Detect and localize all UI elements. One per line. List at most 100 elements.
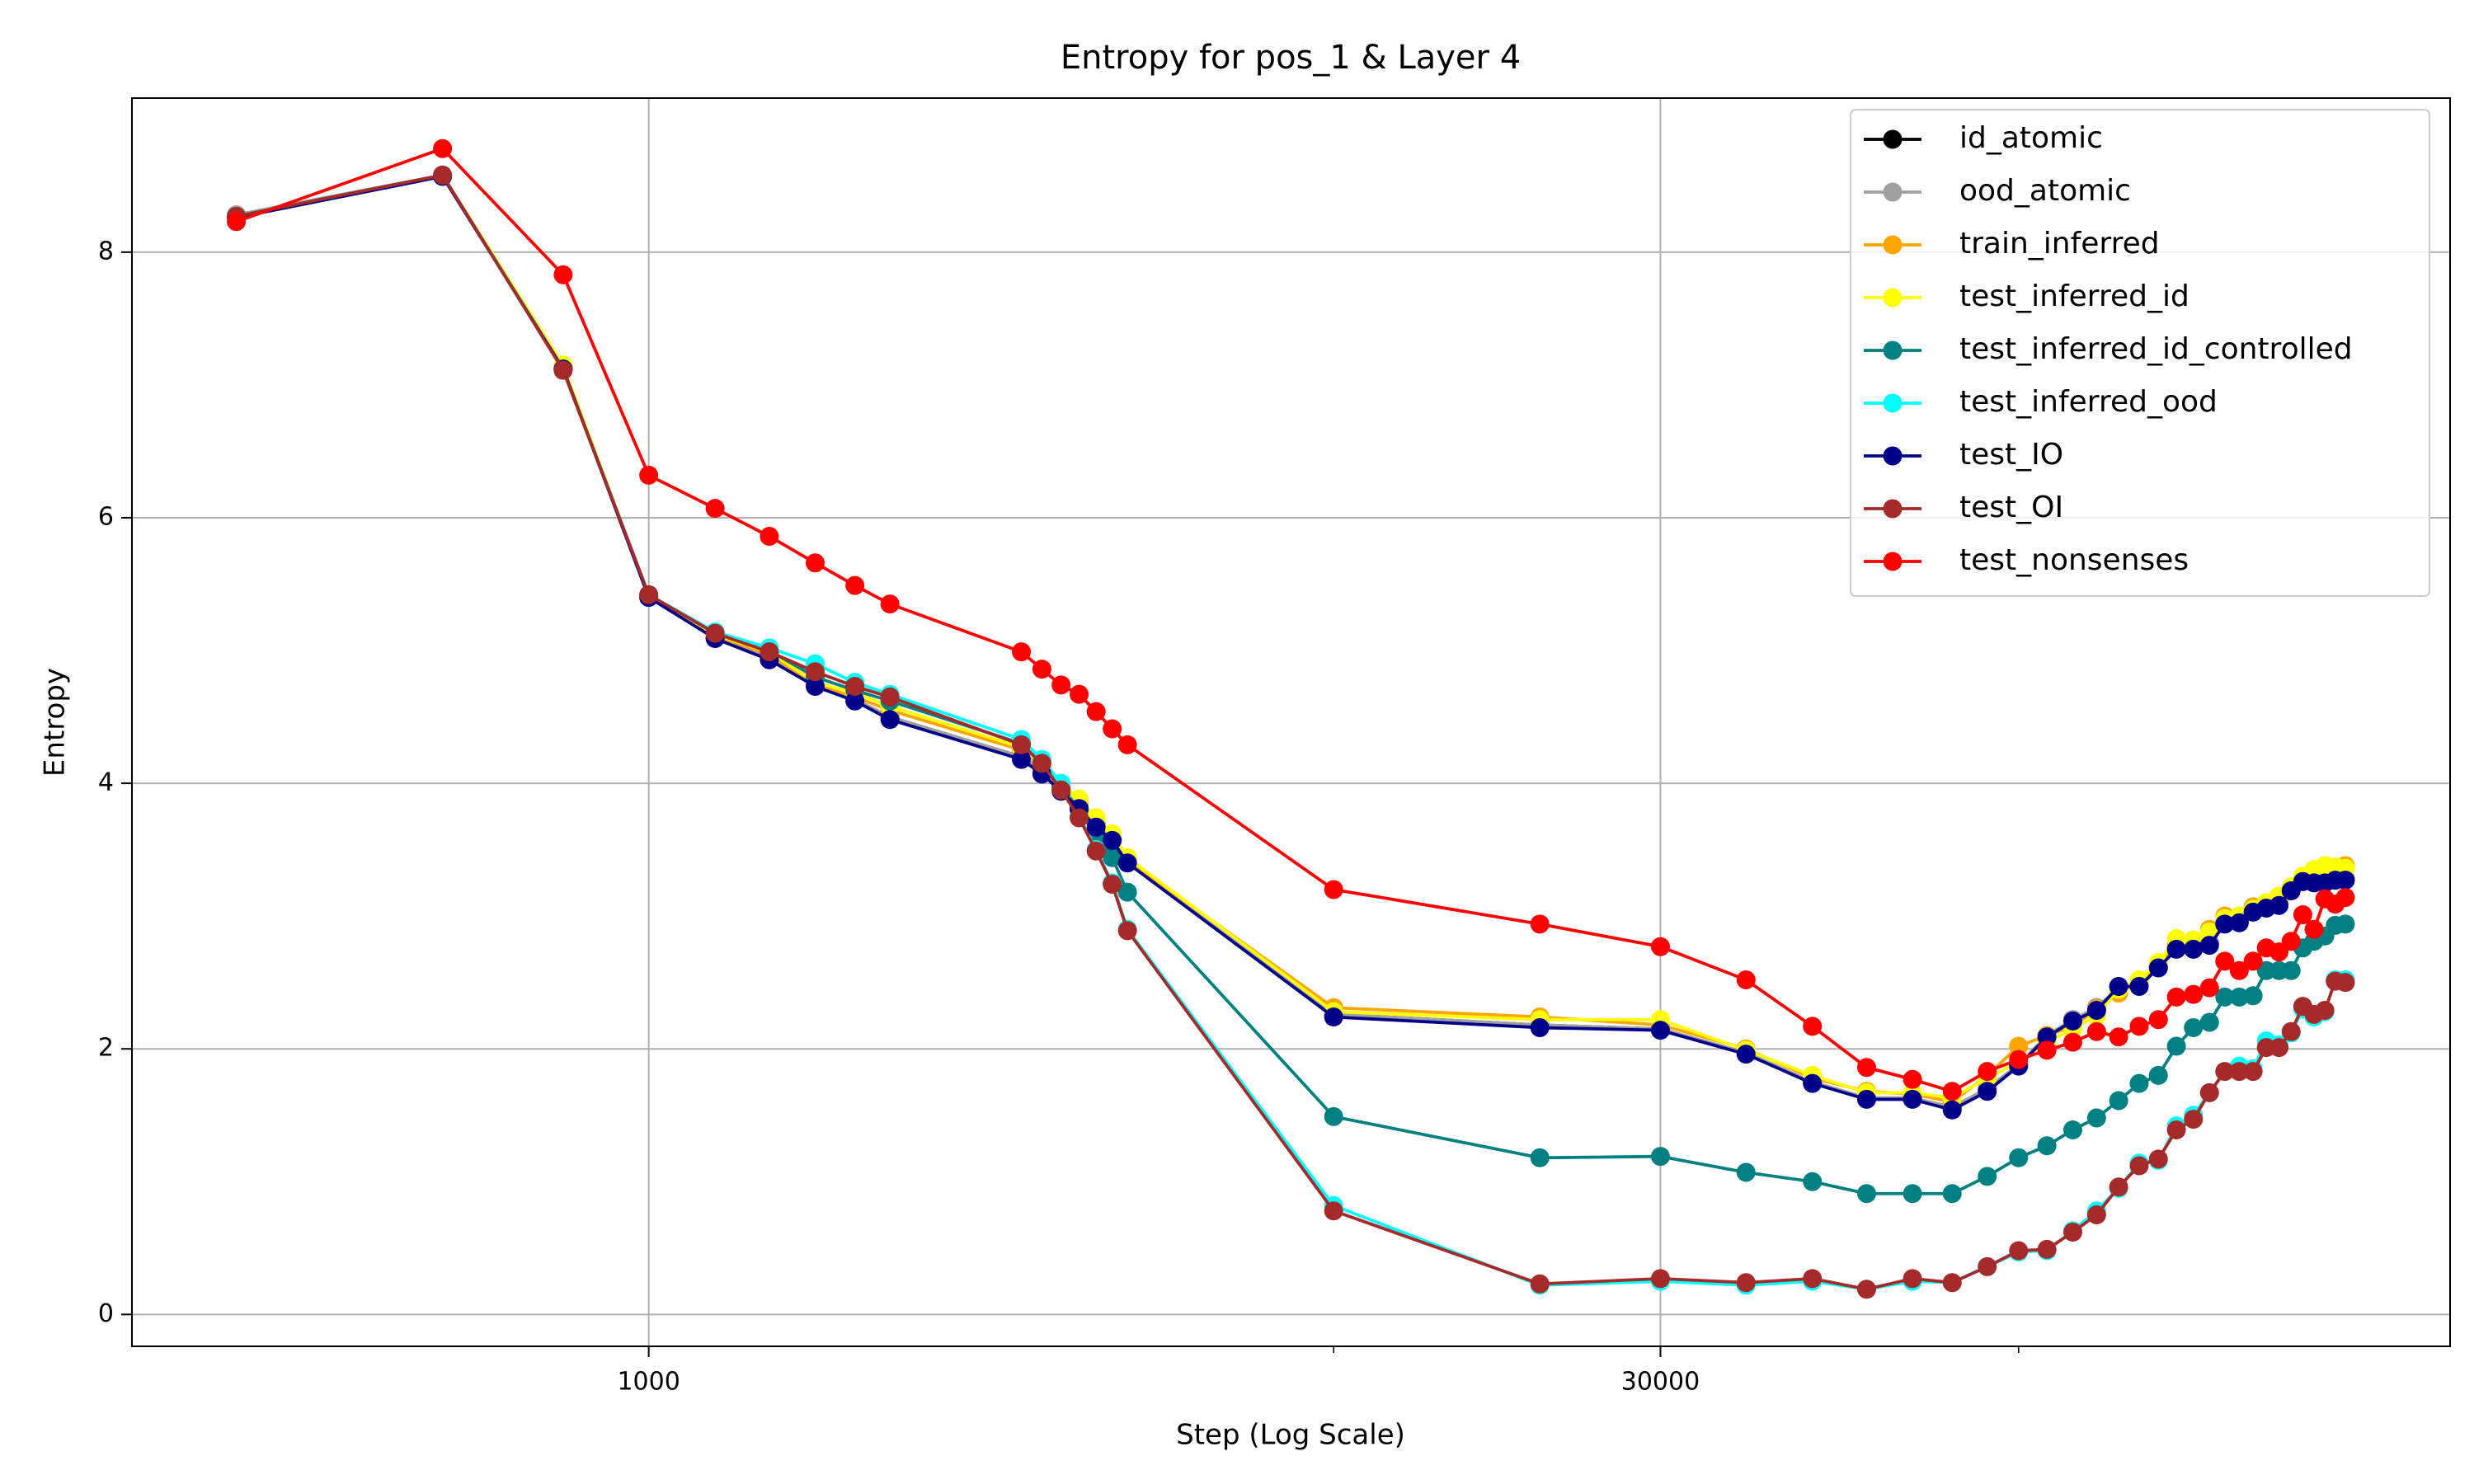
data-point [845, 691, 865, 711]
y-tick-label: 8 [98, 237, 114, 265]
data-point [2148, 958, 2168, 978]
data-point [2086, 1108, 2106, 1128]
data-point [2269, 895, 2289, 915]
data-point [1803, 1269, 1823, 1289]
y-tick-label: 2 [98, 1034, 114, 1063]
data-point [2281, 1021, 2301, 1041]
data-point [1942, 1184, 1962, 1204]
data-point [1978, 1062, 1997, 1082]
series [227, 165, 2355, 1299]
legend-marker [1883, 288, 1903, 308]
data-point [1530, 1017, 1550, 1037]
data-point [2215, 1062, 2235, 1082]
data-point [2009, 1241, 2029, 1261]
data-point [2229, 960, 2249, 980]
legend-marker [1883, 129, 1903, 149]
data-point [2199, 1012, 2219, 1032]
data-point [2335, 973, 2355, 993]
data-point [1324, 1201, 1343, 1221]
legend-label: ood_atomic [1959, 174, 2131, 208]
data-point [2199, 978, 2219, 998]
data-point [433, 139, 453, 158]
data-point [1736, 970, 1756, 989]
data-point [1978, 1082, 1997, 1101]
y-axis-label: Entropy [39, 668, 72, 777]
data-point [1012, 735, 1032, 754]
data-point [845, 677, 865, 697]
data-point [705, 499, 725, 519]
data-point [880, 687, 900, 707]
legend-marker [1883, 552, 1903, 571]
data-point [2166, 939, 2186, 959]
data-point [2109, 1177, 2128, 1197]
data-point [2063, 1011, 2083, 1031]
data-point [2063, 1120, 2083, 1139]
chart-title: Entropy for pos_1 & Layer 4 [1061, 39, 1521, 77]
data-point [805, 662, 825, 682]
series-line [236, 173, 2346, 1291]
data-point [760, 642, 779, 662]
legend-label: test_nonsenses [1959, 543, 2189, 577]
data-point [2166, 987, 2186, 1007]
data-point [1736, 1045, 1756, 1064]
data-point [2086, 1021, 2106, 1041]
data-point [2199, 1082, 2219, 1102]
x-axis-label: Step (Log Scale) [1176, 1419, 1405, 1452]
legend-box [1850, 109, 2430, 597]
data-point [2215, 914, 2235, 934]
data-point [2215, 951, 2235, 971]
data-point [2166, 1120, 2186, 1139]
data-point [2086, 1001, 2106, 1021]
data-point [2281, 932, 2301, 951]
data-point [1903, 1269, 1922, 1289]
legend-label: test_inferred_id_controlled [1959, 332, 2353, 366]
data-point [1086, 702, 1106, 721]
data-point [2243, 1062, 2263, 1082]
data-point [2037, 1239, 2057, 1259]
data-point [2009, 1036, 2029, 1056]
data-point [760, 527, 779, 547]
legend-label: test_inferred_id [1959, 279, 2189, 313]
data-point [1117, 921, 1137, 941]
data-point [2229, 913, 2249, 932]
data-point [1650, 1147, 1670, 1167]
y-tick-label: 0 [98, 1299, 114, 1328]
data-point [1324, 1106, 1343, 1126]
data-point [2243, 986, 2263, 1006]
data-point [1032, 660, 1051, 679]
legend-label: test_inferred_ood [1959, 385, 2218, 419]
y-tick-label: 4 [98, 768, 114, 797]
data-point [2037, 1040, 2057, 1060]
data-point [1736, 1162, 1756, 1182]
data-point [705, 623, 725, 643]
data-point [1856, 1280, 1876, 1299]
data-point [2037, 1136, 2057, 1156]
data-point [845, 575, 865, 595]
data-point [2109, 1091, 2128, 1111]
data-point [1942, 1273, 1962, 1293]
legend-marker [1883, 393, 1903, 413]
data-point [880, 594, 900, 614]
data-point [1103, 848, 1122, 867]
data-point [2184, 1017, 2204, 1037]
series-line [236, 173, 2346, 1195]
data-point [1117, 882, 1137, 902]
data-point [2243, 951, 2263, 971]
data-point [2315, 1001, 2335, 1021]
data-point [1324, 880, 1343, 899]
data-point [1324, 1007, 1343, 1027]
data-point [1978, 1256, 1997, 1276]
data-point [2215, 987, 2235, 1007]
data-point [880, 710, 900, 730]
data-point [1117, 853, 1137, 873]
data-point [1086, 841, 1106, 861]
data-point [2184, 939, 2204, 959]
data-point [1903, 1089, 1922, 1109]
legend-label: test_IO [1959, 438, 2063, 472]
data-point [1051, 780, 1071, 800]
data-point [2129, 1017, 2149, 1036]
series [227, 139, 2355, 1101]
data-point [2063, 1032, 2083, 1052]
data-point [1530, 914, 1550, 934]
data-point [1650, 937, 1670, 956]
